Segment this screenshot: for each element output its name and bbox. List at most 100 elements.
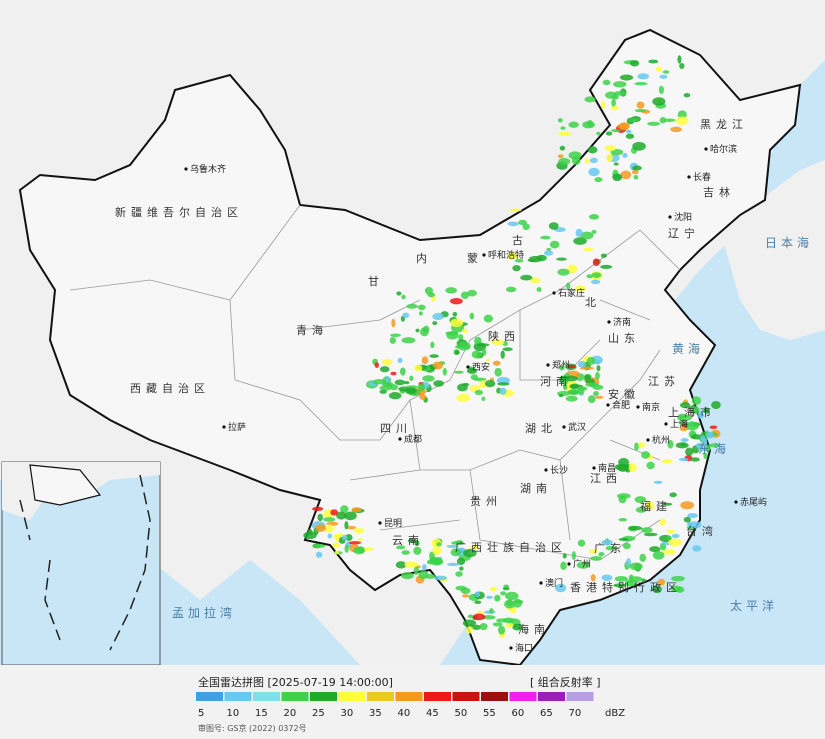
echo — [670, 126, 682, 133]
echo — [592, 258, 600, 266]
city-dot — [704, 147, 708, 151]
legend-swatch — [224, 692, 252, 701]
province-label: 古 — [512, 234, 528, 247]
echo — [619, 122, 629, 131]
echo — [637, 442, 646, 448]
echo — [619, 74, 634, 81]
echo — [469, 545, 479, 550]
province-label: 辽宁 — [668, 226, 700, 240]
sea-label: 日本海 — [765, 235, 813, 250]
echo — [512, 623, 523, 631]
echo — [652, 97, 666, 106]
color-legend: 5 10 15 20 25 30 35 40 45 50 55 60 65 70 — [196, 692, 594, 719]
echo — [461, 594, 470, 598]
echo — [583, 247, 594, 252]
echo — [610, 128, 622, 133]
echo — [641, 527, 653, 534]
echo — [344, 511, 357, 521]
echo — [600, 253, 607, 258]
echo — [512, 264, 521, 272]
echo — [629, 562, 643, 571]
echo — [429, 354, 439, 358]
echo — [395, 561, 407, 569]
echo — [653, 480, 663, 484]
echo — [605, 131, 613, 136]
echo — [629, 118, 638, 122]
echo — [483, 314, 493, 323]
echo — [323, 517, 336, 522]
echo — [632, 165, 642, 171]
echo — [678, 457, 689, 462]
city-label: 广州 — [573, 558, 591, 570]
echo — [432, 312, 444, 321]
echo — [595, 371, 600, 380]
echo — [625, 129, 632, 134]
echo — [332, 542, 341, 548]
echo — [415, 328, 420, 333]
echo — [456, 557, 466, 566]
echo — [379, 366, 390, 373]
echo — [486, 595, 493, 599]
echo — [330, 509, 339, 516]
echo — [586, 274, 593, 279]
echo — [502, 347, 513, 352]
echo — [637, 73, 650, 80]
city-label: 海口 — [515, 642, 533, 654]
echo — [557, 154, 564, 159]
city-dot — [668, 215, 672, 219]
echo — [557, 118, 563, 123]
echo — [460, 587, 471, 595]
city-label: 南京 — [642, 401, 660, 413]
echo — [605, 91, 617, 99]
echo — [507, 252, 518, 261]
echo — [662, 70, 670, 74]
echo — [635, 506, 647, 513]
echo — [662, 502, 673, 506]
echo — [560, 561, 567, 571]
city-label: 昆明 — [384, 518, 402, 529]
echo — [388, 392, 402, 400]
echo — [566, 282, 571, 290]
echo — [636, 101, 645, 109]
echo — [668, 538, 682, 547]
echo — [508, 208, 522, 212]
echo — [476, 343, 490, 347]
province-label: 福建 — [640, 499, 672, 513]
legend-label: 60 — [512, 708, 525, 719]
echo — [613, 81, 627, 88]
echo — [466, 367, 478, 374]
echo — [400, 367, 406, 376]
echo — [649, 546, 661, 553]
legend-label: 50 — [455, 708, 468, 719]
echo — [661, 459, 673, 464]
echo — [602, 79, 611, 86]
echo — [702, 438, 708, 447]
echo — [567, 389, 580, 396]
echo — [628, 574, 634, 584]
echo — [596, 131, 601, 136]
echo — [462, 328, 468, 334]
echo — [567, 364, 576, 369]
echo — [469, 312, 475, 320]
echo — [494, 594, 501, 602]
echo — [390, 333, 402, 338]
echo — [594, 177, 603, 183]
echo — [590, 279, 601, 285]
echo — [598, 551, 605, 557]
echo — [397, 357, 403, 363]
echo — [454, 350, 460, 355]
echo — [407, 538, 417, 544]
echo — [491, 339, 505, 346]
city-dot — [398, 437, 402, 441]
echo — [422, 375, 435, 382]
echo — [414, 364, 423, 372]
echo — [628, 525, 643, 531]
echo — [455, 571, 463, 577]
province-label: 西藏自治区 — [130, 381, 210, 395]
echo — [634, 496, 647, 504]
echo — [663, 118, 676, 122]
echo — [667, 439, 674, 449]
echo — [703, 452, 708, 460]
city-label: 哈尔滨 — [710, 143, 737, 155]
echo — [413, 566, 419, 575]
